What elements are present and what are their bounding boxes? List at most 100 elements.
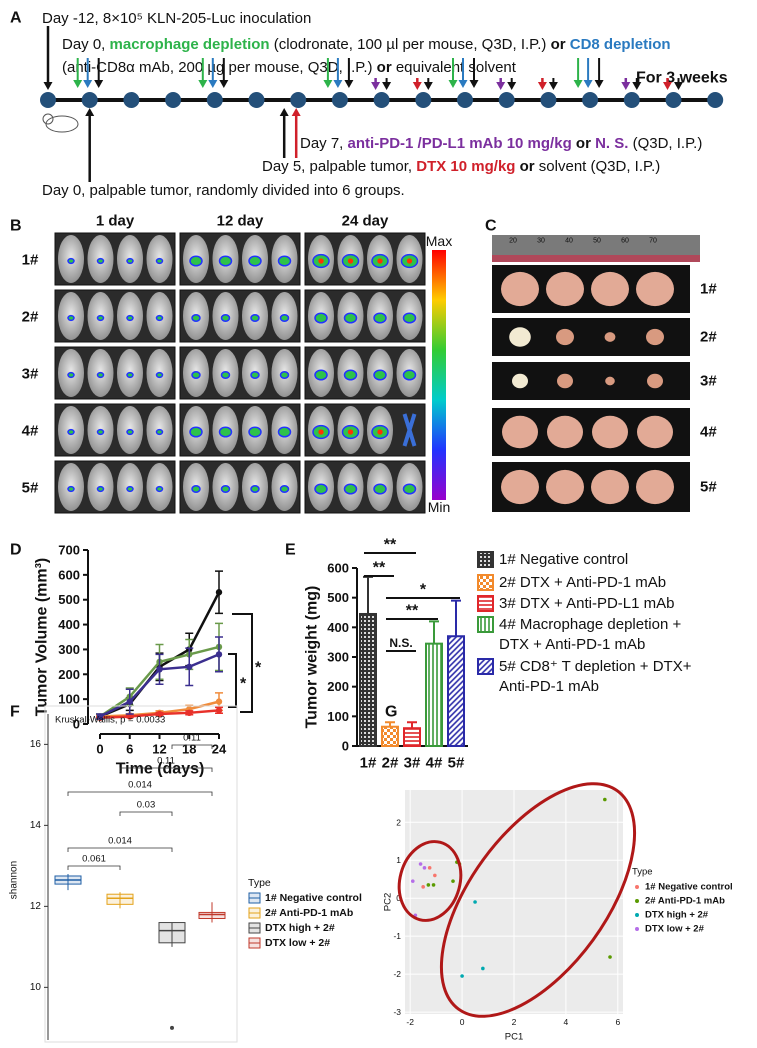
row-label: 5#: [700, 479, 717, 496]
signal-core: [347, 258, 354, 264]
signal: [189, 255, 203, 267]
signal: [248, 426, 262, 438]
legend-label: DTX low + 2#: [645, 924, 705, 935]
legend-label: DTX low + 2#: [265, 937, 330, 949]
signal: [402, 369, 417, 381]
arrow-head: [663, 82, 672, 90]
arrow-head: [371, 82, 381, 90]
arrow-head: [632, 82, 642, 90]
note-segment: solvent (Q3D, I.P.): [535, 158, 661, 175]
arrow-head: [323, 80, 333, 88]
tumor: [647, 373, 663, 389]
legend-title: Type: [632, 867, 653, 878]
box-body: [198, 911, 226, 920]
sig-label: **: [406, 603, 419, 620]
legend-label: 2# DTX + Anti-PD-1 mAb: [499, 574, 667, 591]
legend-swatch: [477, 551, 494, 568]
point: [427, 866, 432, 870]
signal-core: [347, 429, 354, 435]
note-segment: Day 5, palpable tumor,: [262, 158, 416, 175]
signal: [218, 426, 233, 438]
row-label: 4#: [700, 424, 717, 441]
y-tick-label: 200: [327, 679, 349, 694]
column-label: 1 day: [96, 213, 135, 230]
y-tick-label: 0: [342, 739, 349, 754]
y-tick-label: 700: [58, 543, 80, 558]
signal: [155, 257, 164, 265]
note-segment: Day -12, 8×10⁵ KLN-205-Luc inoculation: [42, 10, 311, 27]
colorbar: [432, 250, 446, 500]
sig-label: *: [255, 660, 262, 677]
legend-label: 2# Anti-PD-1 mAb: [645, 896, 725, 907]
signal: [373, 369, 387, 381]
y-tick-label: 100: [58, 692, 80, 707]
note-segment: macrophage depletion: [110, 36, 270, 53]
bar: [403, 727, 421, 748]
x-tick-label: -2: [406, 1017, 414, 1027]
x-tick-label: 2#: [382, 755, 399, 772]
signal-core: [406, 258, 413, 264]
comparison-bracket: [171, 744, 213, 749]
duration: For 3 weeks: [636, 70, 728, 87]
y-axis-title: Tumor weight (mg): [304, 586, 321, 729]
legend-swatch: [477, 574, 494, 591]
arrow-head: [73, 80, 83, 88]
y-tick-label: 2: [396, 817, 401, 827]
arrow-head: [208, 80, 218, 88]
note-segment: Day 7,: [300, 135, 348, 152]
sig-label: **: [373, 560, 386, 577]
signal: [126, 428, 134, 436]
signal: [220, 371, 231, 379]
signal: [96, 257, 105, 265]
panel-label: G: [385, 704, 397, 721]
signal-core: [318, 258, 324, 264]
arrow-head: [219, 80, 229, 88]
x-tick-label: 6: [615, 1017, 620, 1027]
y-tick-label: -2: [393, 969, 401, 979]
point: [481, 966, 485, 971]
y-tick-label: 300: [58, 642, 80, 657]
legend-title: Type: [248, 877, 271, 889]
arrow-head: [85, 108, 95, 116]
legend-label: DTX high + 2#: [265, 922, 335, 934]
arrow-head: [83, 80, 93, 88]
error-bar: [429, 620, 439, 644]
y-tick-label: 12: [30, 901, 42, 912]
signal: [277, 426, 292, 438]
tumor: [512, 373, 528, 389]
row-label: 4#: [22, 423, 39, 440]
arrow-head: [458, 80, 468, 88]
row-label: 2#: [22, 309, 39, 326]
point: [126, 713, 133, 720]
missing-mark: [402, 413, 417, 447]
note-segment: N. S.: [595, 135, 628, 152]
arrow-head: [291, 108, 301, 116]
timeline-note: Day 0, palpable tumor, randomly divided …: [42, 182, 405, 199]
signal: [343, 369, 358, 381]
timeline-dot: [582, 92, 599, 108]
arrow-head: [621, 82, 631, 90]
row-label: 3#: [700, 373, 717, 390]
point: [422, 866, 427, 870]
note-segment: CD8 depletion: [570, 36, 671, 53]
signal: [67, 257, 75, 265]
comparison-label: 0.03: [137, 800, 156, 811]
signal: [373, 312, 387, 324]
timeline-note: Day 7, anti-PD-1 /PD-L1 mAb 10 mg/kg or …: [300, 135, 702, 152]
tumor: [605, 376, 615, 386]
signal: [96, 314, 105, 322]
tumor: [546, 271, 584, 307]
comparison-bracket: [67, 865, 121, 870]
row-label: 5#: [22, 480, 39, 497]
signal: [189, 426, 203, 438]
legend-swatch: [477, 658, 494, 675]
ruler-mark: 30: [537, 238, 545, 245]
comparison-bracket: [119, 811, 173, 816]
note-segment: or: [515, 158, 534, 175]
tumor: [509, 327, 531, 347]
timeline-dot: [707, 92, 724, 108]
arrow-head: [674, 82, 683, 90]
comparison-bracket: [119, 767, 213, 772]
row-label: 2#: [700, 329, 717, 346]
